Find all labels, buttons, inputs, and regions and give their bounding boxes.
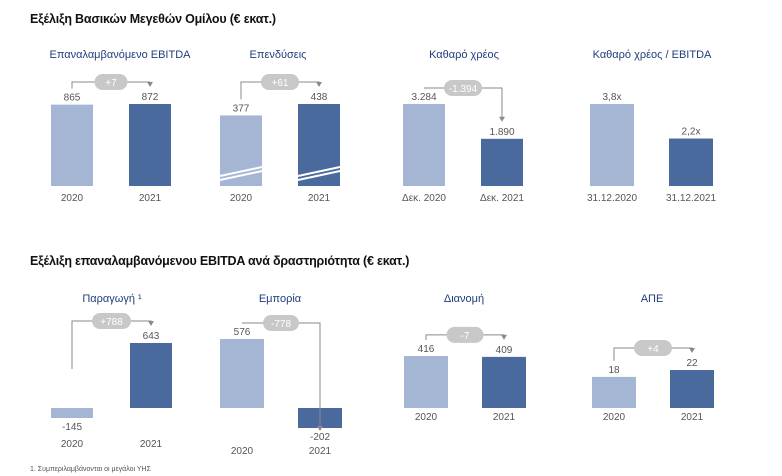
category-label: 2020 (61, 193, 84, 204)
value-label: 409 (496, 345, 513, 356)
category-label: 2020 (230, 193, 253, 204)
change-arrowhead (501, 334, 507, 340)
bar-2020 (51, 408, 93, 418)
change-badge-label: -1.394 (449, 84, 478, 95)
change-badge-label: +788 (100, 317, 123, 328)
change-badge (444, 80, 482, 96)
category-label: 31.12.2021 (666, 193, 716, 204)
change-badge-label: +4 (647, 344, 659, 355)
bar-2020 (404, 356, 448, 408)
value-label: 872 (142, 92, 159, 103)
panel-title: ΑΠΕ (640, 293, 664, 305)
section2-title: Εξέλιξη επαναλαμβανόμενου EBITDA ανά δρα… (30, 254, 410, 268)
axis-break-line (297, 170, 341, 181)
bar-Δεκ. 2021 (481, 138, 523, 186)
chart-res: 18 2020 22 2021 +4 (592, 340, 714, 423)
chart-trading: 576 2020 -202 2021 -778 (220, 315, 342, 457)
category-label: 2020 (603, 412, 626, 423)
change-arrowhead (316, 82, 322, 87)
panel-net-debt: Καθαρό χρέος 3.284 Δεκ. 2020 1.890 Δεκ. 202… (384, 48, 544, 208)
axis-break-line (297, 166, 341, 177)
change-badge-label: -778 (271, 319, 291, 330)
bar-2021 (670, 370, 714, 408)
value-label: -202 (310, 432, 330, 443)
panel-distribution: Διανομή 416 2020 409 2021 -7 (384, 292, 544, 462)
change-arrowhead (148, 321, 154, 326)
panel-net-debt-ebitda: Καθαρό χρέος / EBITDA 3,8x 31.12.2020 2,2x… (572, 48, 732, 208)
panel-res: ΑΠΕ 18 2020 22 2021 +4 (572, 292, 732, 462)
change-arrowhead (689, 348, 695, 353)
change-badge-label: +7 (105, 78, 117, 89)
bar-31.12.2021 (669, 138, 713, 186)
category-label: 2020 (415, 412, 438, 423)
bar-Δεκ. 2020 (403, 104, 445, 186)
axis-break-line (219, 170, 263, 181)
bar-2021 (482, 356, 526, 408)
chart-recurring-ebitda: 865 2020 872 2021 +7 (51, 74, 171, 204)
bar-2021 (129, 104, 171, 186)
panel-title: Παραγωγή ¹ (82, 293, 142, 305)
change-badge-label: +61 (272, 78, 289, 89)
chart-distribution: 416 2020 409 2021 -7 (404, 326, 526, 423)
bar-31.12.2020 (590, 104, 634, 186)
change-badge (94, 74, 128, 90)
value-label: 865 (64, 93, 81, 104)
value-label: 416 (418, 344, 435, 355)
change-badge-label: -7 (461, 331, 470, 342)
footnote: 1. Συμπεριλαμβάνονται οι μεγάλοι ΥΗΣ (30, 466, 151, 473)
panel-title: Επενδύσεις (249, 49, 307, 61)
category-label: 2021 (681, 412, 704, 423)
panel-investments: Επενδύσεις 377 2020 438 2021 +61 (198, 48, 358, 208)
panel-production: Παραγωγή ¹ -145 2020 643 2021 +788 (32, 292, 192, 462)
category-label: 31.12.2020 (587, 193, 637, 204)
change-badge (261, 74, 299, 90)
value-label: 576 (234, 327, 251, 338)
chart-net-debt-ebitda: 3,8x 31.12.2020 2,2x 31.12.2021 (587, 92, 716, 204)
category-label: 2021 (493, 412, 516, 423)
category-label: 2020 (61, 439, 84, 450)
value-label: 438 (311, 92, 328, 103)
value-label: 22 (686, 358, 698, 369)
chart-production: -145 2020 643 2021 +788 (51, 313, 172, 450)
change-arrowhead (317, 426, 323, 431)
change-arrowhead (147, 82, 153, 87)
section1-title: Εξέλιξη Βασικών Μεγεθών Ομίλου (€ εκατ.) (30, 12, 276, 26)
category-label: 2020 (231, 446, 254, 457)
value-label: 643 (143, 331, 160, 342)
bar-2020 (592, 376, 636, 408)
category-label: Δεκ. 2020 (402, 193, 446, 204)
change-badge (92, 313, 131, 329)
panel-title: Διανομή (443, 293, 485, 305)
category-label: 2021 (139, 193, 162, 204)
panel-title: Επαναλαμβανόμενο EBITDA (49, 49, 191, 61)
value-label: 18 (608, 365, 620, 376)
panel-title: Καθαρό χρέος (429, 49, 499, 61)
value-label: 2,2x (682, 127, 701, 138)
change-badge (263, 315, 299, 331)
chart-net-debt: 3.284 Δεκ. 2020 1.890 Δεκ. 2021 -1.394 (402, 80, 524, 204)
bar-2020 (220, 339, 264, 408)
change-badge (446, 326, 484, 343)
chart-investments: 377 2020 438 2021 +61 (219, 74, 341, 204)
axis-break-line (219, 166, 263, 177)
panel-title: Εμπορία (258, 293, 302, 305)
panel-recurring-ebitda: Επαναλαμβανόμενο EBITDA 865 2020 872 2021 +7 (40, 48, 200, 208)
change-arrowhead (499, 116, 505, 122)
value-label: 1.890 (489, 127, 514, 138)
value-label: 3,8x (603, 92, 622, 103)
value-label: -145 (62, 422, 82, 433)
change-badge (634, 340, 672, 356)
value-label: 3.284 (411, 92, 436, 103)
category-label: 2021 (308, 193, 331, 204)
panel-trading: Εμπορία 576 2020 -202 2021 -778 (200, 292, 360, 462)
bar-2021 (130, 343, 172, 408)
panel-title: Καθαρό χρέος / EBITDA (592, 49, 712, 61)
category-label: Δεκ. 2021 (480, 193, 524, 204)
category-label: 2021 (309, 446, 332, 457)
category-label: 2021 (140, 439, 163, 450)
value-label: 377 (233, 103, 250, 114)
bar-2020 (51, 104, 93, 186)
